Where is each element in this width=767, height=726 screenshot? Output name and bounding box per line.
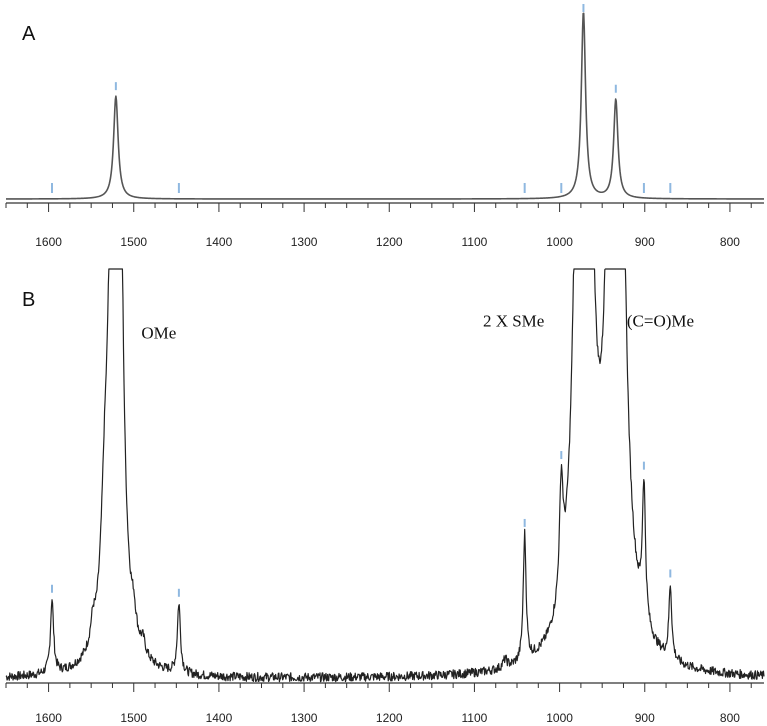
- x-tick-label: 800: [720, 711, 740, 725]
- panel-b: B 1600 1500 1400 1300 1200 1100 1000 900 800 OMe…: [5, 268, 765, 725]
- panel-a-spectrum-line: [5, 12, 765, 200]
- x-tick-label: 1400: [206, 711, 233, 725]
- x-tick-label: 1100: [462, 711, 488, 725]
- panel-a-ticks: [5, 203, 752, 212]
- x-tick-label: 1300: [291, 235, 318, 249]
- x-tick-label: 1300: [291, 711, 318, 725]
- peak-annotation: (C=O)Me: [627, 311, 694, 330]
- x-tick-label: 1200: [376, 235, 403, 249]
- x-tick-label: 1000: [546, 235, 573, 249]
- panel-a-tick-labels: 1600 1500 1400 1300 1200 1100 1000 900 800: [35, 235, 740, 249]
- x-tick-label: 1400: [206, 235, 233, 249]
- x-tick-label: 1600: [35, 711, 62, 725]
- panel-b-annotations: OMe 2 X SMe (C=O)Me: [141, 311, 694, 342]
- x-tick-label: 1500: [120, 711, 147, 725]
- panel-b-ticks: [5, 683, 752, 692]
- x-tick-label: 1500: [120, 235, 147, 249]
- panel-b-spectrum-line: [5, 268, 765, 683]
- panel-a-label: A: [22, 23, 36, 45]
- panel-b-peak-markers: [50, 451, 672, 597]
- x-tick-label: 1000: [546, 711, 573, 725]
- peak-annotation: 2 X SMe: [483, 311, 544, 330]
- peak-annotation: OMe: [141, 324, 176, 343]
- panel-b-tick-labels: 1600 1500 1400 1300 1200 1100 1000 900 800: [35, 711, 740, 725]
- panel-b-label: B: [22, 289, 35, 311]
- x-tick-label: 900: [635, 711, 655, 725]
- panel-a-peak-markers: [50, 4, 672, 193]
- x-tick-label: 1600: [35, 235, 62, 249]
- x-tick-label: 800: [720, 235, 740, 249]
- panel-a: A 1600 1500 1400 1300 1200 1100 1000 900 800: [5, 4, 765, 249]
- x-tick-label: 1200: [376, 711, 403, 725]
- x-tick-label: 1100: [462, 235, 488, 249]
- x-tick-label: 900: [635, 235, 655, 249]
